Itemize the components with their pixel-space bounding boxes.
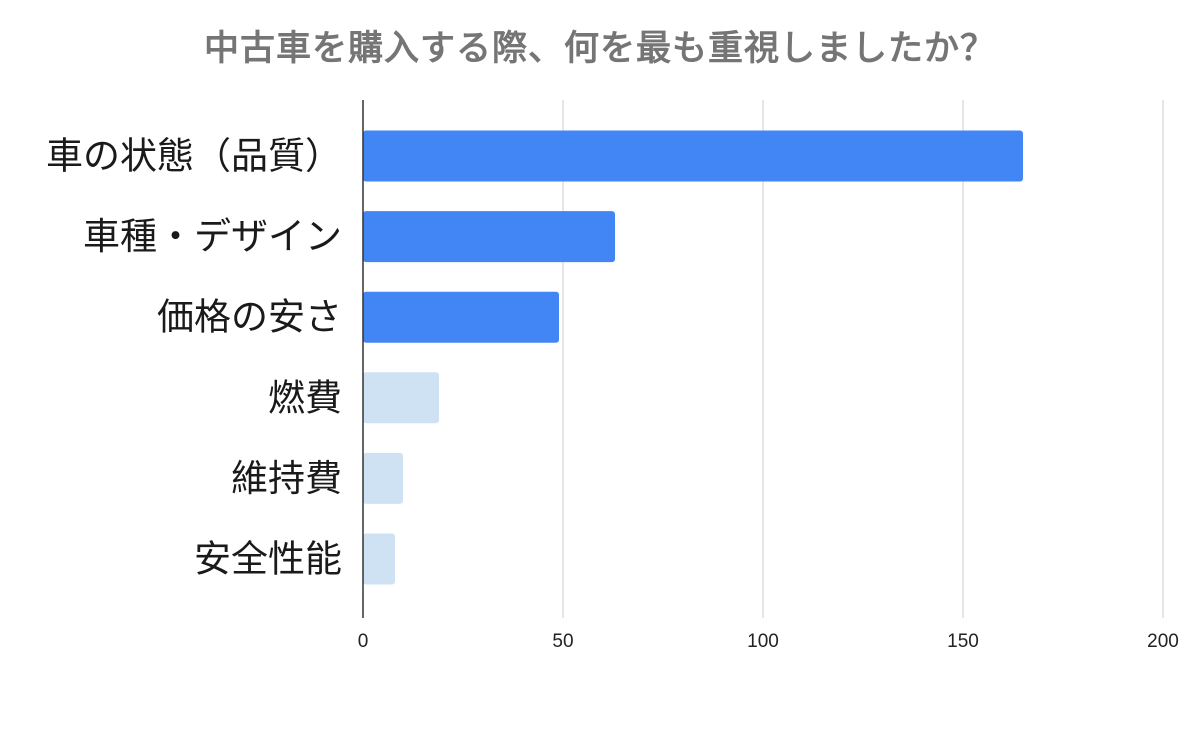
bar-0 <box>363 130 1023 182</box>
bar-4 <box>363 452 403 504</box>
category-label-3: 燃費 <box>268 376 342 419</box>
category-label-5: 安全性能 <box>194 538 342 581</box>
bar-3 <box>363 372 439 424</box>
category-label-2: 価格の安さ <box>157 296 342 339</box>
category-label-1: 車種・デザイン <box>83 215 342 258</box>
x-tick-label-3: 150 <box>947 631 979 652</box>
x-tick-label-0: 0 <box>358 631 369 652</box>
x-tick-label-1: 50 <box>552 631 573 652</box>
x-tick-label-2: 100 <box>747 631 779 652</box>
bar-5 <box>363 533 395 585</box>
bar-1 <box>363 211 615 263</box>
category-label-4: 維持費 <box>231 457 342 500</box>
bar-2 <box>363 291 559 343</box>
chart-title: 中古車を購入する際、何を最も重視しましたか？ <box>203 29 996 69</box>
category-label-0: 車の状態（品質） <box>46 135 342 178</box>
x-tick-label-4: 200 <box>1147 631 1179 652</box>
